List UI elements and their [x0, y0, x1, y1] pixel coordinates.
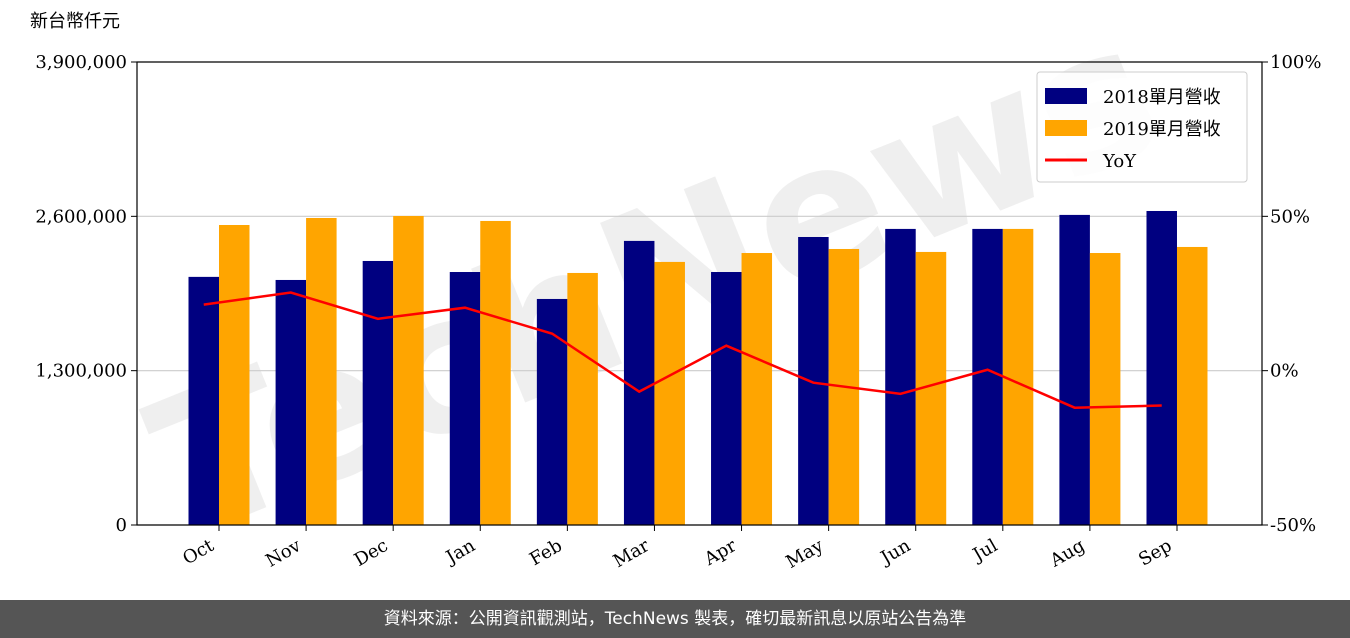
bar	[393, 215, 424, 525]
line	[203, 291, 1162, 409]
y2-tick-label: -50%	[1270, 515, 1316, 536]
x-tick-label: Mar	[610, 535, 654, 572]
y2-tick-label: 0%	[1270, 361, 1299, 382]
bar	[1059, 214, 1090, 525]
bar	[1176, 246, 1208, 525]
legend-label: YoY	[1102, 151, 1137, 172]
x-tick-label: May	[783, 535, 828, 573]
legend-swatch	[1045, 120, 1087, 136]
y-tick-label: 1,300,000	[35, 361, 127, 382]
legend-box	[1036, 71, 1248, 183]
bar	[536, 298, 568, 525]
bar	[1146, 210, 1177, 525]
bar	[741, 253, 773, 525]
y2-tick-label: 100%	[1270, 52, 1321, 73]
y-tick-label: 0	[116, 515, 127, 536]
x-tick-label: Aug	[1046, 535, 1089, 572]
y-tick-label: 3,900,000	[35, 52, 127, 73]
x-tick-label: Dec	[351, 535, 392, 571]
bar	[188, 276, 219, 525]
bar	[972, 228, 1003, 526]
legend-swatch	[1045, 88, 1087, 104]
y-axis-label: 新台幣仟元	[30, 11, 120, 32]
legend-label: 2018單月營收	[1103, 87, 1221, 108]
bar	[711, 272, 742, 525]
bar	[219, 224, 250, 525]
bar	[275, 279, 307, 525]
bar	[1002, 228, 1034, 526]
bar	[362, 260, 394, 525]
bar	[654, 261, 685, 525]
bar	[480, 220, 511, 526]
bar	[885, 228, 916, 526]
bar	[1089, 253, 1121, 525]
bar	[798, 236, 829, 526]
plot-frame	[136, 61, 1263, 526]
chart: 新台幣仟元 TechNews 01,300,0002,600,0003,900,…	[30, 0, 1321, 580]
footer: 資料來源：公開資訊觀測站，TechNews 製表，確切最新訊息以原站公告為準	[0, 600, 1350, 638]
x-tick-label: Jun	[876, 535, 915, 570]
bar	[449, 272, 481, 525]
legend-label: 2019單月營收	[1103, 119, 1221, 140]
y2-tick-label: 50%	[1270, 206, 1310, 227]
x-tick-label: Sep	[1135, 535, 1175, 570]
x-tick-label: Jul	[968, 535, 1002, 567]
x-tick-label: Jan	[441, 535, 479, 569]
bar	[567, 272, 598, 525]
y-tick-label: 2,600,000	[35, 206, 127, 227]
x-tick-label: Feb	[526, 535, 566, 570]
bar	[623, 240, 655, 525]
bar	[306, 217, 337, 525]
x-tick-label: Apr	[700, 535, 740, 570]
